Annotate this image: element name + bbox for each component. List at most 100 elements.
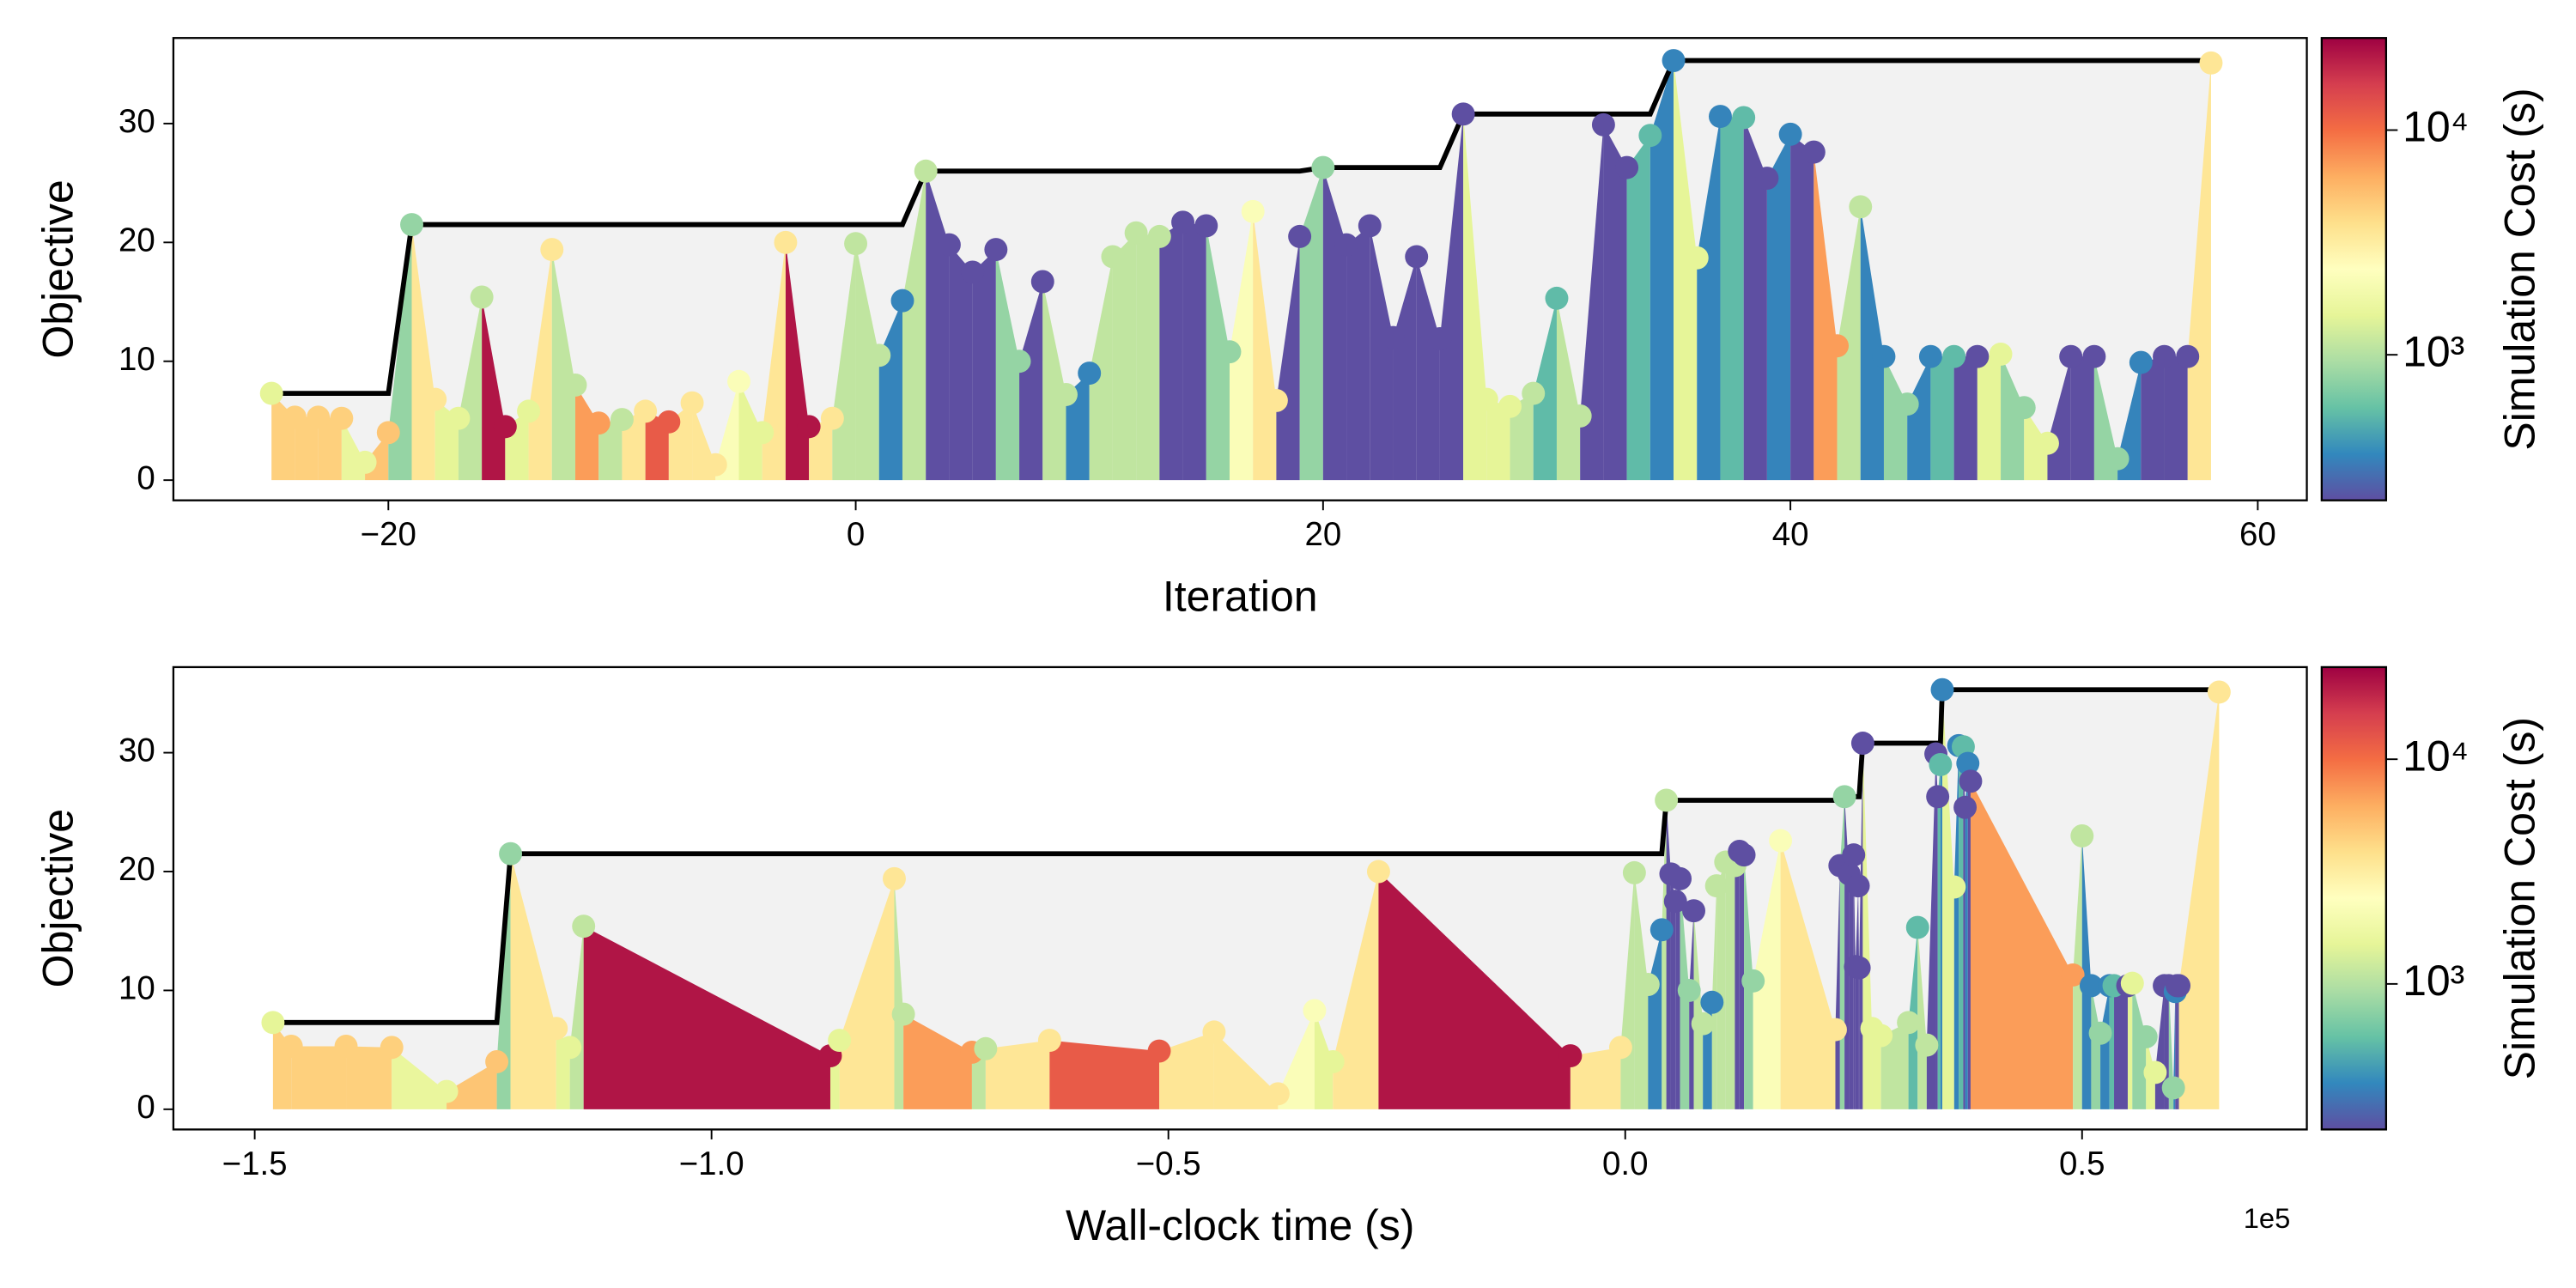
spike — [1917, 927, 1927, 1109]
spike — [1860, 206, 1884, 481]
point — [1264, 388, 1288, 412]
spike — [2127, 983, 2133, 1109]
point — [1732, 106, 1756, 130]
spike — [1159, 222, 1183, 481]
point — [1926, 785, 1950, 809]
point — [1037, 1029, 1061, 1053]
point — [1649, 918, 1674, 942]
spike — [1019, 281, 1043, 481]
point — [544, 1017, 568, 1041]
y-axis-label: Objective — [33, 809, 82, 987]
spike — [985, 1040, 1050, 1109]
point — [2088, 1021, 2112, 1045]
point — [1956, 751, 1980, 775]
point — [937, 233, 961, 257]
spike — [1963, 746, 1965, 1109]
point — [1755, 167, 1779, 191]
point — [1124, 221, 1148, 245]
spike — [458, 296, 483, 481]
point — [1655, 788, 1679, 812]
spike — [411, 224, 435, 481]
point — [2105, 447, 2129, 471]
point — [974, 1036, 998, 1060]
spike — [1206, 225, 1230, 481]
spike — [2100, 985, 2110, 1109]
point — [400, 213, 423, 237]
spike — [1766, 134, 1791, 481]
point — [1194, 214, 1218, 238]
point — [517, 399, 541, 423]
point — [1849, 195, 1873, 219]
spike — [839, 878, 895, 1109]
point — [1218, 340, 1242, 364]
point — [961, 260, 985, 284]
point — [2070, 824, 2094, 848]
y-tick-label: 20 — [118, 851, 155, 888]
spike — [1720, 116, 1744, 481]
spike — [903, 1014, 972, 1109]
spike — [295, 416, 319, 481]
colorbar-label: Simulation Cost (s) — [2496, 88, 2544, 450]
spike — [1970, 781, 2074, 1109]
point — [750, 421, 775, 445]
spike — [1814, 152, 1838, 481]
point — [2012, 396, 2036, 420]
point — [261, 1011, 285, 1035]
point — [1700, 990, 1724, 1014]
spike — [1603, 125, 1627, 481]
spike — [1378, 872, 1571, 1109]
plot-area — [271, 58, 2211, 481]
colorbar — [2320, 37, 2387, 501]
point — [1824, 1018, 1847, 1042]
point — [1451, 102, 1475, 126]
point — [2129, 350, 2153, 374]
spike — [1907, 356, 1931, 481]
y-axis-label: Objective — [33, 179, 82, 358]
spike — [738, 381, 762, 481]
spike — [971, 1048, 986, 1109]
axes-frame — [172, 665, 2308, 1131]
spike — [1753, 841, 1781, 1109]
spike — [1626, 135, 1650, 481]
spike — [1849, 854, 1854, 1109]
point — [2207, 680, 2231, 704]
point — [563, 373, 587, 397]
spike — [1213, 1031, 1279, 1109]
x-tick-label: 0 — [847, 516, 865, 553]
point — [797, 415, 821, 439]
spike — [1716, 861, 1726, 1109]
point — [1662, 49, 1686, 72]
spike — [2141, 356, 2165, 481]
point — [1929, 752, 1953, 776]
point — [867, 343, 891, 368]
axes-frame — [172, 37, 2308, 501]
spike — [1486, 399, 1510, 481]
point — [283, 405, 307, 429]
spike — [1649, 60, 1674, 481]
point — [1826, 334, 1850, 358]
spike — [1439, 113, 1464, 481]
point — [1942, 344, 1966, 368]
spike — [392, 1047, 447, 1109]
point — [1311, 155, 1335, 179]
point — [1615, 155, 1639, 179]
point — [1334, 233, 1358, 257]
y-tick-label: 10 — [118, 970, 155, 1007]
x-tick-label: 0.0 — [1602, 1145, 1648, 1182]
spike — [2114, 985, 2128, 1109]
point — [307, 405, 331, 429]
point — [1638, 124, 1662, 148]
point — [657, 410, 681, 434]
point — [2061, 963, 2085, 987]
point — [1622, 860, 1646, 884]
point — [634, 399, 658, 423]
spike — [1837, 206, 1861, 481]
point — [1918, 344, 1942, 368]
spike — [1693, 910, 1704, 1109]
point — [727, 369, 750, 393]
point — [1405, 245, 1429, 269]
spike — [1463, 113, 1487, 481]
spike — [2091, 985, 2101, 1109]
spike — [1689, 910, 1694, 1109]
point — [1568, 404, 1592, 428]
